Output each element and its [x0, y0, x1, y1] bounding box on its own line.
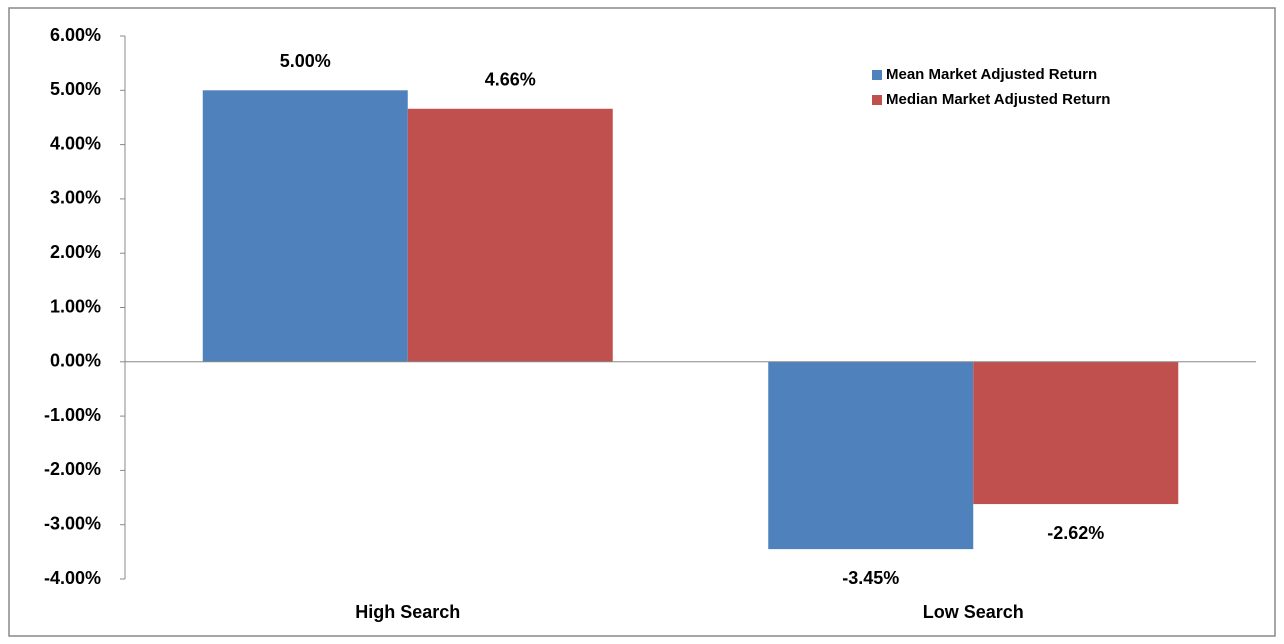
y-tick-label: 0.00%	[50, 351, 101, 371]
y-tick-label: -3.00%	[44, 513, 101, 533]
value-label: -3.45%	[842, 568, 899, 588]
legend-swatch	[872, 70, 882, 80]
y-tick-label: -4.00%	[44, 568, 101, 588]
legend-label: Median Market Adjusted Return	[886, 91, 1110, 108]
bar	[768, 361, 974, 550]
y-tick-label: 6.00%	[50, 25, 101, 45]
y-tick-label: 5.00%	[50, 79, 101, 99]
bar	[973, 361, 1179, 505]
y-tick-label: 4.00%	[50, 133, 101, 153]
x-tick-label: Low Search	[923, 602, 1024, 622]
bar	[202, 90, 408, 362]
legend-swatch	[872, 95, 882, 105]
y-tick-label: -1.00%	[44, 405, 101, 425]
value-label: -2.62%	[1047, 523, 1104, 543]
legend-label: Mean Market Adjusted Return	[886, 66, 1097, 83]
y-tick-label: 2.00%	[50, 242, 101, 262]
y-tick-label: -2.00%	[44, 459, 101, 479]
x-tick-label: High Search	[355, 602, 460, 622]
value-label: 5.00%	[280, 51, 331, 71]
y-tick-label: 1.00%	[50, 296, 101, 316]
value-label: 4.66%	[485, 70, 536, 90]
bar	[407, 108, 613, 362]
y-tick-label: 3.00%	[50, 188, 101, 208]
